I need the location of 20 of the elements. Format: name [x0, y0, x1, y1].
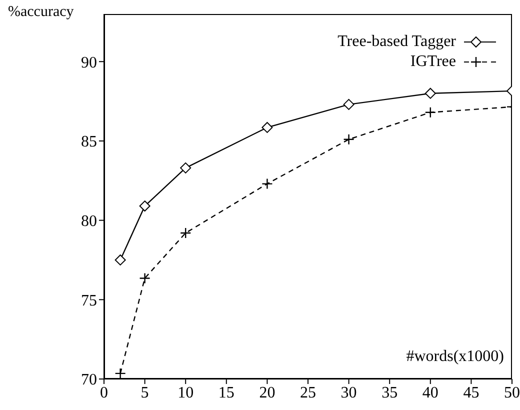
x-tick-label: 20: [259, 384, 276, 402]
y-tick-label: 80: [81, 212, 97, 230]
y-tick-label: 75: [81, 292, 97, 310]
x-tick-label: 0: [100, 384, 108, 402]
y-axis-title: %accuracy: [8, 4, 74, 21]
x-tick-label: 5: [140, 384, 149, 402]
x-tick-label: 10: [178, 384, 194, 402]
x-tick-label: 25: [300, 384, 316, 402]
x-tick-label: 30: [340, 384, 357, 402]
x-tick-label: 15: [218, 384, 234, 402]
y-tick-label: 90: [81, 54, 97, 72]
x-axis-title: #words(x1000): [406, 348, 504, 366]
x-tick-label: 45: [463, 384, 480, 402]
legend-label: Tree-based Tagger: [338, 33, 456, 51]
x-tick-label: 40: [422, 384, 438, 402]
legend-label: IGTree: [410, 53, 456, 71]
y-tick-label: 85: [81, 134, 97, 151]
y-tick-label: 70: [81, 372, 97, 389]
x-tick-label: 50: [504, 384, 520, 402]
x-tick-label: 35: [382, 384, 398, 402]
